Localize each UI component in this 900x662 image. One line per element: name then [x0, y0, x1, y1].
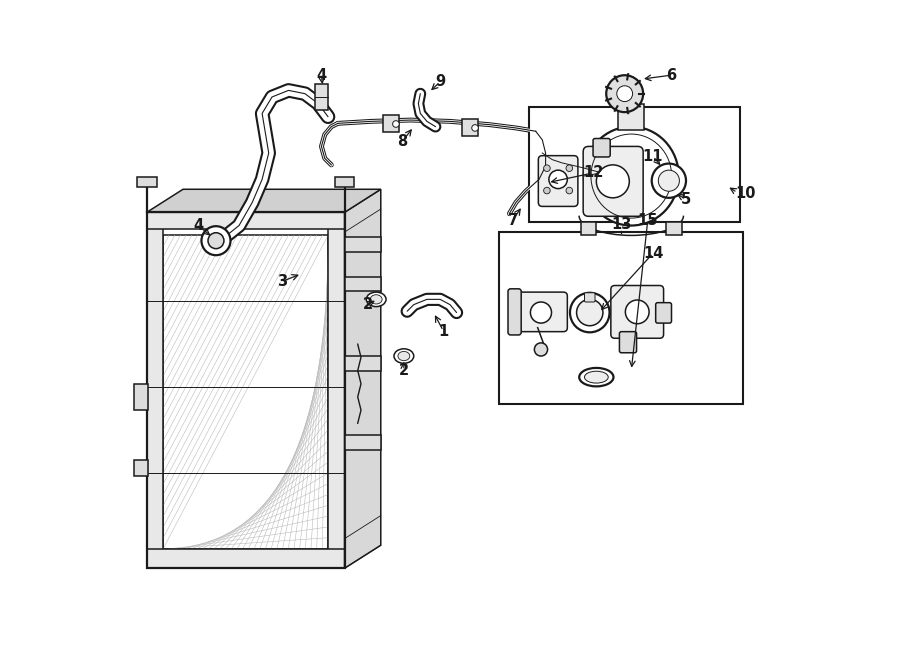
FancyBboxPatch shape	[508, 289, 521, 335]
Circle shape	[544, 187, 550, 194]
Polygon shape	[328, 213, 345, 568]
Text: 12: 12	[583, 166, 604, 180]
FancyBboxPatch shape	[656, 303, 671, 323]
Bar	[137, 177, 157, 187]
Bar	[345, 435, 381, 449]
Circle shape	[566, 165, 572, 171]
Bar	[666, 222, 682, 236]
FancyBboxPatch shape	[611, 285, 663, 338]
Ellipse shape	[398, 352, 410, 361]
Bar	[345, 238, 381, 252]
Ellipse shape	[584, 126, 679, 226]
Bar	[382, 115, 399, 132]
Bar	[345, 356, 381, 371]
Circle shape	[544, 165, 550, 171]
Bar	[335, 177, 355, 187]
Bar	[500, 232, 743, 404]
Circle shape	[658, 170, 680, 191]
Circle shape	[652, 164, 686, 198]
Circle shape	[208, 233, 224, 249]
Ellipse shape	[370, 295, 382, 304]
Circle shape	[616, 86, 633, 101]
Text: 7: 7	[508, 213, 518, 228]
Bar	[580, 222, 597, 236]
Text: 8: 8	[398, 134, 408, 149]
Circle shape	[530, 302, 552, 323]
Text: 5: 5	[681, 192, 691, 207]
Circle shape	[577, 299, 603, 326]
Text: 1: 1	[438, 324, 448, 338]
Ellipse shape	[394, 349, 414, 363]
Circle shape	[597, 165, 629, 198]
Circle shape	[535, 343, 547, 356]
Polygon shape	[147, 213, 163, 568]
Text: 4: 4	[317, 68, 327, 83]
FancyBboxPatch shape	[512, 292, 567, 332]
Bar	[618, 103, 644, 130]
Polygon shape	[147, 213, 345, 229]
Text: 6: 6	[666, 68, 676, 83]
Text: 2: 2	[399, 363, 409, 378]
Polygon shape	[345, 189, 381, 568]
Text: 10: 10	[735, 187, 756, 201]
Text: 3: 3	[277, 274, 287, 289]
Polygon shape	[147, 549, 345, 568]
Bar	[529, 107, 740, 222]
Circle shape	[549, 170, 567, 189]
Circle shape	[202, 226, 230, 255]
Text: 11: 11	[643, 149, 663, 164]
Text: 9: 9	[435, 74, 446, 89]
Circle shape	[566, 187, 572, 194]
FancyBboxPatch shape	[538, 156, 578, 207]
Bar	[133, 459, 148, 476]
Circle shape	[607, 75, 644, 112]
Bar	[345, 277, 381, 291]
Bar	[462, 119, 478, 136]
Ellipse shape	[584, 371, 608, 383]
Polygon shape	[315, 84, 328, 109]
Polygon shape	[163, 236, 328, 549]
Text: 4: 4	[194, 218, 203, 233]
Text: 14: 14	[643, 246, 663, 261]
Circle shape	[392, 120, 400, 127]
Polygon shape	[147, 189, 381, 213]
Ellipse shape	[366, 292, 386, 307]
Circle shape	[472, 124, 478, 131]
FancyBboxPatch shape	[583, 146, 644, 216]
FancyBboxPatch shape	[584, 293, 595, 302]
Ellipse shape	[580, 368, 614, 387]
Text: 2: 2	[363, 297, 373, 312]
Text: 15: 15	[637, 213, 658, 228]
FancyBboxPatch shape	[619, 332, 636, 353]
FancyBboxPatch shape	[593, 138, 610, 157]
Circle shape	[626, 300, 649, 324]
Text: 13: 13	[611, 216, 632, 232]
Bar	[133, 384, 148, 410]
Circle shape	[570, 293, 609, 332]
